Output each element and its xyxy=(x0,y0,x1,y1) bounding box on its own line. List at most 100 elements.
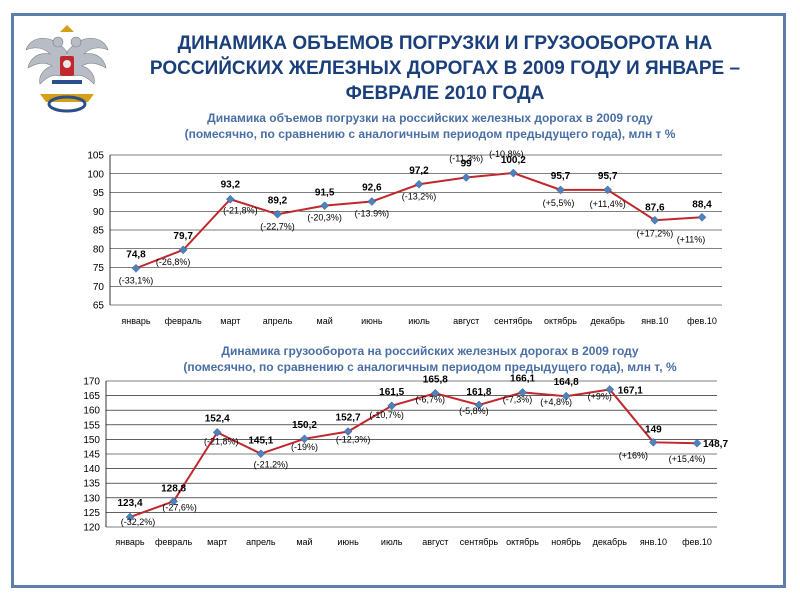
change-label: (-21,2%) xyxy=(254,460,289,470)
data-label: 150,2 xyxy=(292,420,317,431)
page-title: ДИНАМИКА ОБЪЕМОВ ПОГРУЗКИ И ГРУЗООБОРОТА… xyxy=(100,31,790,106)
change-label: (-7,3%) xyxy=(503,394,533,404)
data-point xyxy=(300,434,309,444)
x-tick-label: июль xyxy=(408,316,430,326)
change-label: (+5,5%) xyxy=(543,198,575,208)
change-label: (+11,4%) xyxy=(590,199,626,209)
data-point xyxy=(518,388,527,397)
data-point xyxy=(697,212,707,222)
y-tick-label: 70 xyxy=(93,282,105,293)
change-label: (+17,2%) xyxy=(636,228,673,238)
x-tick-label: июль xyxy=(381,537,403,547)
data-point xyxy=(256,449,266,459)
change-label: (-12,3%) xyxy=(336,435,371,445)
x-tick-label: декабрь xyxy=(593,537,628,547)
data-label: 148,7 xyxy=(703,439,728,450)
x-tick-label: фев.10 xyxy=(687,316,717,326)
data-label: 123,4 xyxy=(117,498,142,509)
data-point xyxy=(603,185,613,195)
change-label: (-33,1%) xyxy=(119,275,154,285)
x-tick-label: сентябрь xyxy=(460,537,499,547)
chart2-title-line-1: Динамика грузооборота на российских желе… xyxy=(221,344,639,358)
y-tick-label: 95 xyxy=(93,188,105,199)
x-tick-label: фев.10 xyxy=(682,537,712,547)
data-point xyxy=(343,427,353,436)
x-tick-label: янв.10 xyxy=(641,316,668,326)
data-point xyxy=(273,209,282,219)
data-label: 92,6 xyxy=(362,183,382,194)
data-label: 91,5 xyxy=(315,188,335,199)
x-tick-label: апрель xyxy=(263,316,293,326)
change-label: (-32,2%) xyxy=(121,517,156,527)
rzd-emblem-icon xyxy=(25,25,109,113)
change-label: (-20,3%) xyxy=(307,213,342,223)
chart1-title: Динамика объемов погрузки на российских … xyxy=(120,110,740,142)
data-point xyxy=(430,388,440,398)
chart1-title-line-2: (помесячно, по сравнению с аналогичным п… xyxy=(184,127,676,141)
change-label: (-22,7%) xyxy=(260,221,295,231)
y-tick-label: 155 xyxy=(83,420,100,431)
y-tick-label: 130 xyxy=(83,493,100,504)
data-label: 95,7 xyxy=(551,171,571,182)
data-label: 89,2 xyxy=(268,195,288,206)
x-tick-label: март xyxy=(207,537,227,547)
y-tick-label: 170 xyxy=(83,377,100,388)
data-label: 95,7 xyxy=(598,171,618,182)
data-point xyxy=(225,194,235,204)
data-label: 99 xyxy=(461,159,473,170)
change-label: (+9%) xyxy=(588,391,612,401)
x-tick-label: май xyxy=(317,316,333,326)
chart1-title-line-1: Динамика объемов погрузки на российских … xyxy=(207,111,653,125)
y-tick-label: 85 xyxy=(93,226,105,237)
change-label: (+16%) xyxy=(619,450,648,460)
x-tick-label: январь xyxy=(115,537,145,547)
x-tick-label: янв.10 xyxy=(640,537,667,547)
data-point xyxy=(414,179,424,189)
x-tick-label: август xyxy=(422,537,448,547)
data-label: 164,8 xyxy=(554,377,579,388)
data-label: 87,6 xyxy=(645,202,665,213)
data-label: 152,7 xyxy=(336,413,361,424)
data-label: 93,2 xyxy=(221,179,241,190)
change-label: (-21,8%) xyxy=(204,436,239,446)
data-label: 161,8 xyxy=(466,387,491,398)
x-tick-label: июнь xyxy=(337,537,359,547)
data-label: 79,7 xyxy=(173,231,193,242)
data-label: 74,8 xyxy=(126,249,146,260)
chart2-title-line-2: (помесячно, по сравнению с аналогичным п… xyxy=(183,360,677,374)
data-point xyxy=(387,401,397,411)
data-label: 88,4 xyxy=(692,199,712,210)
data-point xyxy=(650,215,660,225)
series-line xyxy=(129,388,698,519)
page-title-line-3: ФЕВРАЛЕ 2010 ГОДА xyxy=(345,83,545,104)
y-tick-label: 100 xyxy=(87,169,104,180)
data-label: 152,4 xyxy=(205,413,230,424)
x-tick-label: октябрь xyxy=(544,316,577,326)
data-point xyxy=(474,400,484,410)
y-tick-label: 135 xyxy=(83,479,100,490)
change-label: (-26,8%) xyxy=(156,257,191,267)
change-label: (-10,7%) xyxy=(369,410,404,420)
y-tick-label: 120 xyxy=(83,523,100,534)
data-point xyxy=(367,197,377,206)
x-tick-label: декабрь xyxy=(591,316,626,326)
data-point xyxy=(605,385,615,394)
data-label: 145,1 xyxy=(248,436,273,447)
y-tick-label: 75 xyxy=(93,263,105,274)
x-tick-label: ноябрь xyxy=(551,537,581,547)
data-label: 166,1 xyxy=(510,373,535,384)
change-label: (-27,6%) xyxy=(162,502,197,512)
page-title-line-2: РОССИЙСКИХ ЖЕЛЕЗНЫХ ДОРОГАХ В 2009 ГОДУ … xyxy=(149,58,741,79)
y-tick-label: 125 xyxy=(83,508,100,519)
data-label: 100,2 xyxy=(501,155,526,166)
x-tick-label: март xyxy=(220,316,240,326)
y-tick-label: 140 xyxy=(83,464,100,475)
data-label: 167,1 xyxy=(618,385,643,396)
data-label: 165,8 xyxy=(423,374,448,385)
data-point xyxy=(178,245,188,255)
change-label: (+15,4%) xyxy=(669,454,706,464)
change-label: (-5,8%) xyxy=(459,406,489,416)
data-label: 128,8 xyxy=(161,483,186,494)
